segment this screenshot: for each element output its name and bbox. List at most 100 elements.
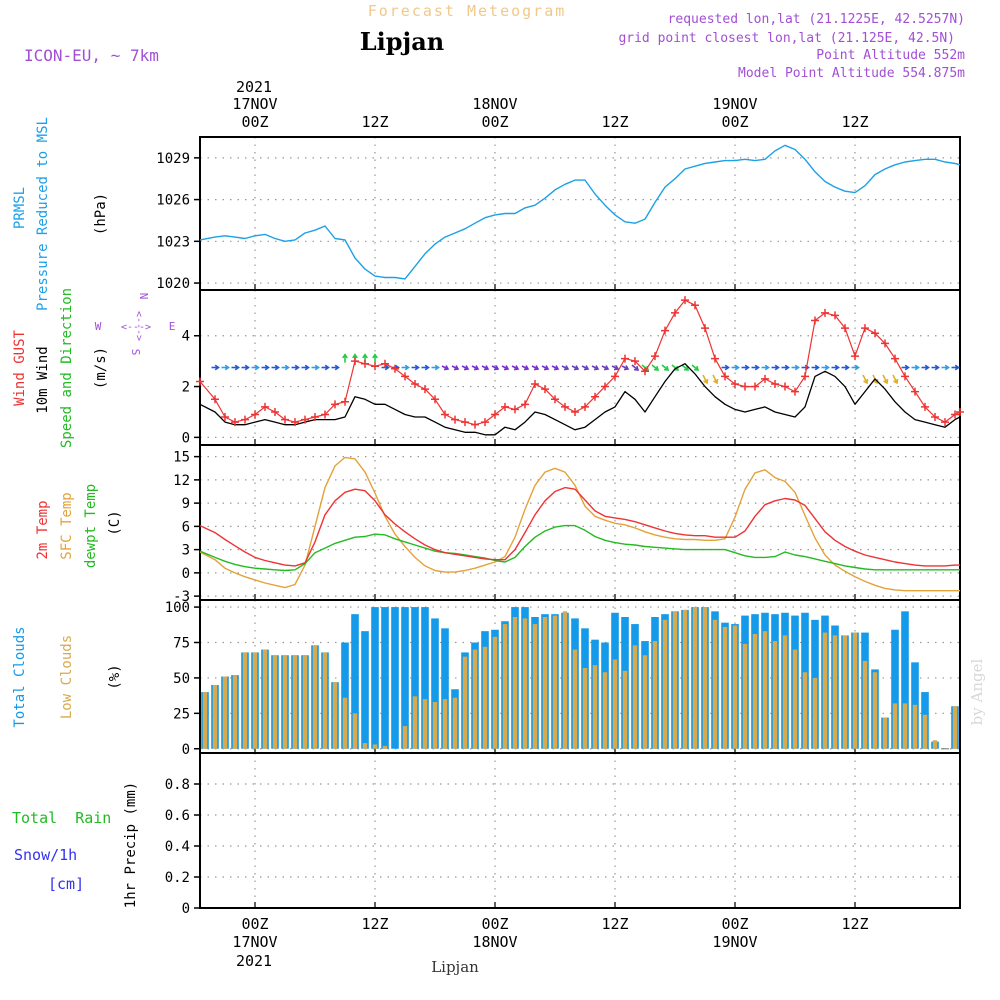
precip-ytick-label: 0 bbox=[182, 901, 190, 917]
wind-direction-arrowhead bbox=[434, 364, 440, 371]
wind-gust-point bbox=[471, 420, 479, 429]
clouds-ytick-label: 50 bbox=[173, 671, 190, 687]
bottom-date-label: 17NOV bbox=[232, 933, 277, 951]
low-clouds-bar bbox=[232, 675, 238, 749]
total-clouds-bar bbox=[421, 607, 429, 749]
compass-vertical-arrow: <---> bbox=[133, 311, 144, 341]
low-clouds-bar bbox=[262, 649, 268, 749]
compass-west: W bbox=[95, 320, 102, 333]
low-clouds-bar bbox=[702, 607, 708, 749]
requested-coordinates: requested lon,lat (21.1225E, 42.5257N) bbox=[668, 12, 965, 27]
precip-ytick-label: 0.4 bbox=[165, 839, 190, 855]
wind-direction-arrowhead bbox=[764, 364, 770, 371]
pressure-title-line-2: Pressure Reduced to MSL bbox=[35, 117, 51, 311]
precip-ytick-label: 0.6 bbox=[165, 808, 190, 824]
low-clouds-bar bbox=[342, 697, 348, 749]
wind-direction-arrowhead bbox=[513, 365, 520, 371]
temp-unit: (C) bbox=[107, 510, 123, 535]
wind-direction-arrowhead bbox=[573, 365, 580, 371]
low-clouds-bar bbox=[602, 672, 608, 749]
low-clouds-bar bbox=[202, 692, 208, 749]
model-point-altitude: Model Point Altitude 554.875m bbox=[738, 66, 965, 81]
total-clouds-bar bbox=[411, 607, 419, 749]
wind-gust-point bbox=[561, 402, 569, 411]
wind-gust-point bbox=[921, 402, 929, 411]
wind-gust-point bbox=[531, 380, 539, 389]
wind-speed-title: 10m Wind bbox=[35, 346, 51, 413]
low-clouds-bar bbox=[242, 652, 248, 749]
wind-direction-arrowhead bbox=[703, 378, 709, 385]
wind-axis-title: Wind GUST 10m Wind Speed and Direction (… bbox=[12, 288, 175, 448]
wind-direction-arrowhead bbox=[352, 353, 358, 359]
wind-direction-arrow bbox=[882, 374, 888, 384]
wind-gust-title: Wind GUST bbox=[12, 330, 28, 406]
precip-legend-snow: Snow/1h bbox=[14, 846, 77, 864]
total-clouds-bar bbox=[441, 628, 449, 749]
model-label: ICON-EU, ~ 7km bbox=[24, 46, 159, 65]
wind-gust-point bbox=[861, 324, 869, 333]
wind-direction-arrowhead bbox=[883, 378, 889, 385]
low-clouds-bar bbox=[912, 704, 918, 749]
low-clouds-bar bbox=[222, 676, 228, 749]
low-clouds-bar bbox=[562, 611, 568, 749]
wind-gust-point bbox=[711, 354, 719, 363]
precip-ytick-label: 0.8 bbox=[165, 777, 190, 793]
low-clouds-bar bbox=[632, 645, 638, 749]
wind-direction-arrowhead bbox=[924, 364, 930, 371]
low-clouds-bar bbox=[452, 697, 458, 749]
wind-direction-arrowhead bbox=[254, 364, 260, 371]
wind-direction-arrowhead bbox=[683, 365, 690, 371]
wind-gust-point bbox=[631, 357, 639, 366]
precip-legend-rain: Total Rain bbox=[12, 809, 111, 827]
wind-gust-point bbox=[511, 405, 519, 414]
compass-east: E bbox=[169, 320, 176, 333]
wind-gust-point bbox=[571, 407, 579, 416]
low-clouds-bar bbox=[752, 634, 758, 749]
pressure-unit: (hPa) bbox=[93, 193, 109, 235]
wind-direction-arrow bbox=[712, 374, 718, 384]
low-clouds-bar bbox=[872, 672, 878, 749]
wind-gust-point bbox=[641, 367, 649, 376]
wind-gust-point bbox=[551, 395, 559, 404]
wind-gust-point bbox=[431, 395, 439, 404]
wind-gust-point bbox=[881, 339, 889, 348]
wind-gust-point bbox=[221, 413, 229, 422]
low-clouds-bar bbox=[712, 619, 718, 749]
wind-direction-arrowhead bbox=[754, 364, 760, 371]
low-clouds-bar bbox=[802, 672, 808, 749]
clouds-ytick-label: 100 bbox=[165, 600, 190, 616]
temp-2m-line bbox=[199, 486, 960, 567]
location-title: Lipjan bbox=[360, 27, 444, 56]
low-clouds-bar bbox=[922, 714, 928, 749]
low-clouds-bar bbox=[892, 703, 898, 749]
low-clouds-bar bbox=[462, 656, 468, 749]
low-clouds-bar bbox=[882, 717, 888, 749]
low-clouds-bar bbox=[672, 611, 678, 749]
compass-north: N bbox=[137, 293, 150, 300]
wind-direction-arrowhead bbox=[794, 364, 800, 371]
low-clouds-bar bbox=[252, 652, 258, 749]
bottom-date-label: 18NOV bbox=[472, 933, 517, 951]
wind-direction-arrowhead bbox=[493, 365, 500, 371]
top-hour-label: 12Z bbox=[361, 113, 388, 131]
wind-direction-arrowhead bbox=[944, 364, 950, 371]
temperature-ytick-label: -3 bbox=[173, 589, 190, 605]
wind-gust-point bbox=[211, 395, 219, 404]
pressure-axis-title: PRMSL Pressure Reduced to MSL (hPa) bbox=[12, 117, 109, 311]
wind-direction-arrow bbox=[702, 374, 708, 384]
wind-ytick-label: 4 bbox=[182, 329, 190, 345]
wind-direction-arrowhead bbox=[234, 364, 240, 371]
low-clouds-bar bbox=[692, 607, 698, 749]
low-clouds-bar bbox=[442, 699, 448, 749]
wind-direction-arrow bbox=[862, 374, 868, 384]
wind-gust-point bbox=[831, 311, 839, 320]
wind-direction-arrowhead bbox=[463, 365, 470, 371]
wind-gust-point bbox=[811, 316, 819, 325]
precip-frame bbox=[199, 752, 961, 909]
bottom-hour-label: 00Z bbox=[481, 915, 508, 933]
wind-gust-point bbox=[911, 387, 919, 396]
wind-gust-point bbox=[401, 372, 409, 381]
wind-gust-point bbox=[956, 407, 964, 416]
wind-gust-point bbox=[291, 418, 299, 427]
